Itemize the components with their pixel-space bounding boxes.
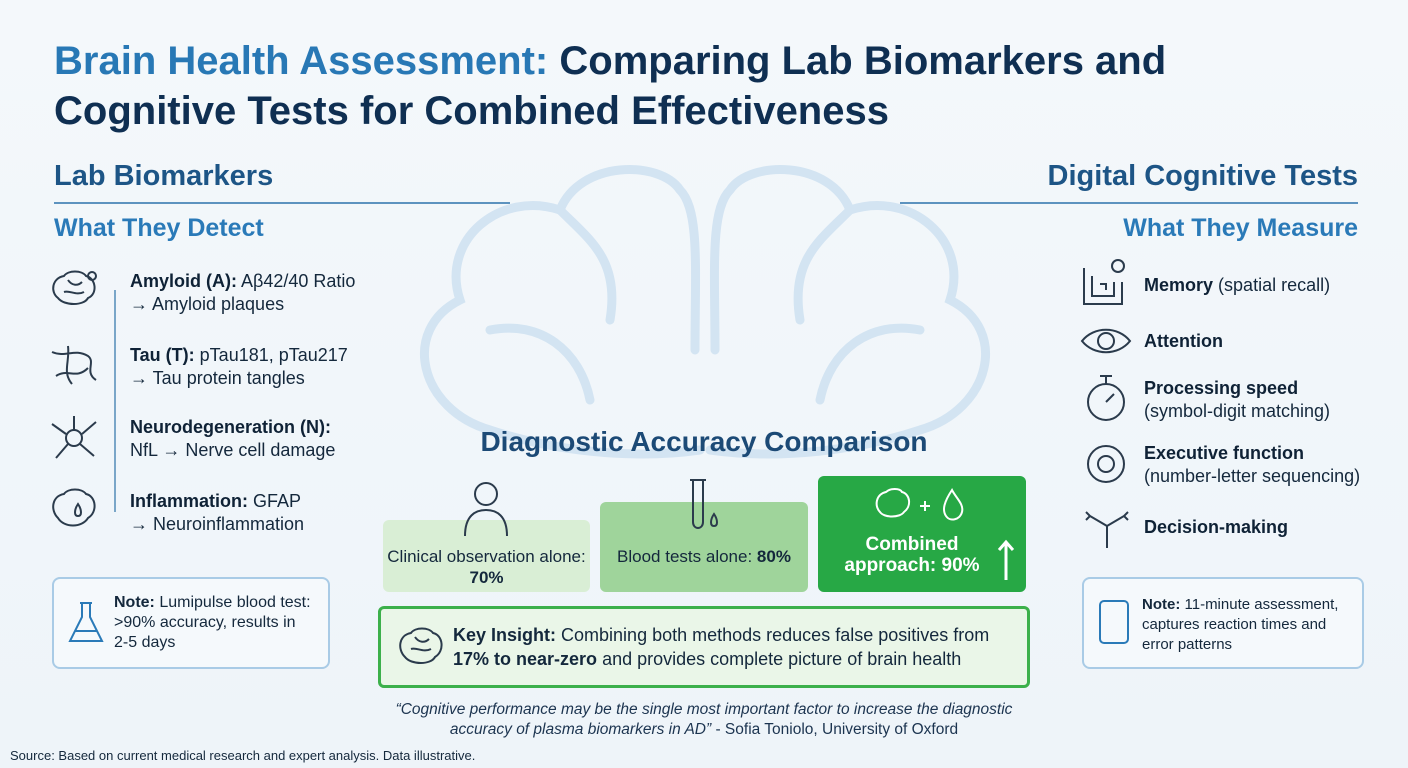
test: Executive function (number-letter sequenc… — [1144, 442, 1360, 488]
icon-up-arrow — [997, 539, 1015, 580]
left-note: Note: Lumipulse blood test: >90% accurac… — [52, 577, 330, 669]
card-combined: Combined approach: 90% — [818, 476, 1026, 592]
test: Attention — [1144, 330, 1223, 353]
label: Note: — [114, 594, 155, 611]
label: Inflammation: — [130, 491, 249, 511]
text: Clinical observation alone: — [387, 547, 586, 566]
icon-doctor — [464, 482, 508, 537]
test: Decision-making — [1144, 516, 1288, 539]
title: Brain Health Assessment: Comparing Lab B… — [54, 36, 1354, 136]
comparison-title: Diagnostic Accuracy Comparison — [480, 426, 928, 457]
result: → Tau protein tangles — [130, 368, 305, 388]
test: Memory (spatial recall) — [1144, 274, 1330, 297]
label: Amyloid (A): — [130, 271, 237, 291]
label: Key Insight: — [453, 625, 557, 645]
note-text: Note: 11-minute assessment, captures rea… — [1142, 595, 1354, 655]
icon-neuron — [51, 416, 97, 459]
title-highlight: Brain Health Assessment: — [54, 39, 549, 83]
text: (spatial recall) — [1218, 275, 1331, 295]
biomarker: Amyloid (A): Aβ42/40 Ratio → Amyloid plaq… — [130, 270, 355, 316]
text: pTau181, pTau217 — [199, 345, 348, 365]
text: Combining both methods reduces false pos… — [561, 625, 990, 645]
text: GFAP — [253, 491, 302, 511]
icon-eye — [1080, 328, 1132, 354]
biomarker: Inflammation: GFAP → Neuroinflammation — [130, 490, 304, 536]
insight-text: Key Insight: Combining both methods redu… — [453, 623, 1023, 671]
rule — [54, 202, 510, 204]
card-blood: Blood tests alone: 80% — [600, 479, 808, 592]
icon-combined — [875, 488, 964, 521]
timeline — [114, 290, 116, 512]
detail: (number-letter sequencing) — [1144, 466, 1361, 486]
note-text: Note: Lumipulse blood test: >90% accurac… — [114, 593, 314, 653]
biomarker: Tau (T): pTau181, pTau217 → Tau protein t… — [130, 344, 348, 390]
bold: 17% to near-zero — [453, 649, 598, 669]
insight-box: Key Insight: Combining both methods redu… — [378, 606, 1030, 688]
rest: and provides complete picture of brain h… — [602, 649, 962, 669]
icon-flask — [68, 602, 104, 642]
icon-inflammation — [52, 488, 96, 527]
label: Executive function — [1144, 443, 1305, 463]
icon-arrows — [1085, 511, 1129, 548]
icon-brain — [52, 270, 97, 305]
text: Combined approach: — [844, 534, 959, 576]
result: NfL → Nerve cell damage — [130, 440, 336, 460]
label: Neurodegeneration (N): — [130, 417, 332, 437]
quote-text: “Cognitive performance may be the single… — [395, 701, 1013, 738]
value: 90% — [941, 555, 980, 576]
detail: (symbol-digit matching) — [1144, 401, 1331, 421]
test: Processing speed (symbol-digit matching) — [1144, 377, 1330, 423]
biomarker: Neurodegeneration (N): NfL → Nerve cell d… — [130, 416, 335, 462]
card-clinical: Clinical observation alone: 70% — [383, 482, 590, 592]
label: Decision-making — [1144, 517, 1289, 537]
brain-background — [419, 165, 991, 459]
label: Tau (T): — [130, 345, 195, 365]
label: Memory — [1144, 275, 1214, 295]
icon-tube — [690, 479, 718, 529]
left-subheading: What They Detect — [54, 214, 264, 242]
attribution: - Sofia Toniolo, University of Oxford — [715, 721, 959, 738]
text: Lumipulse blood test: >90% accuracy, res… — [114, 594, 311, 651]
title-rest: Comparing Lab Biomarkers and Cognitive T… — [54, 39, 1167, 133]
text: Aβ42/40 Ratio — [241, 271, 356, 291]
icon-brain — [399, 627, 443, 664]
right-note: Note: 11-minute assessment, captures rea… — [1082, 577, 1364, 669]
rule — [900, 202, 1358, 204]
result: → Amyloid plaques — [130, 294, 285, 314]
icon-tangle — [51, 345, 97, 385]
label: Attention — [1144, 331, 1223, 351]
icon-maze — [1083, 259, 1125, 305]
left-heading: Lab Biomarkers — [54, 160, 274, 192]
text: Blood tests alone: — [617, 547, 753, 566]
icon-stopwatch — [1087, 375, 1125, 421]
icon-tablet — [1099, 600, 1129, 644]
label: Processing speed — [1144, 378, 1299, 398]
icon-gear — [1087, 445, 1125, 483]
right-subheading: What They Measure — [1123, 214, 1358, 242]
result: → Neuroinflammation — [130, 514, 305, 534]
source: Source: Based on current medical researc… — [10, 748, 476, 763]
value: 70% — [469, 568, 504, 587]
text: 11-minute assessment, captures reaction … — [1142, 596, 1339, 653]
quote: “Cognitive performance may be the single… — [380, 700, 1028, 740]
label: Note: — [1142, 596, 1181, 613]
value: 80% — [756, 547, 791, 566]
right-heading: Digital Cognitive Tests — [1047, 160, 1358, 192]
